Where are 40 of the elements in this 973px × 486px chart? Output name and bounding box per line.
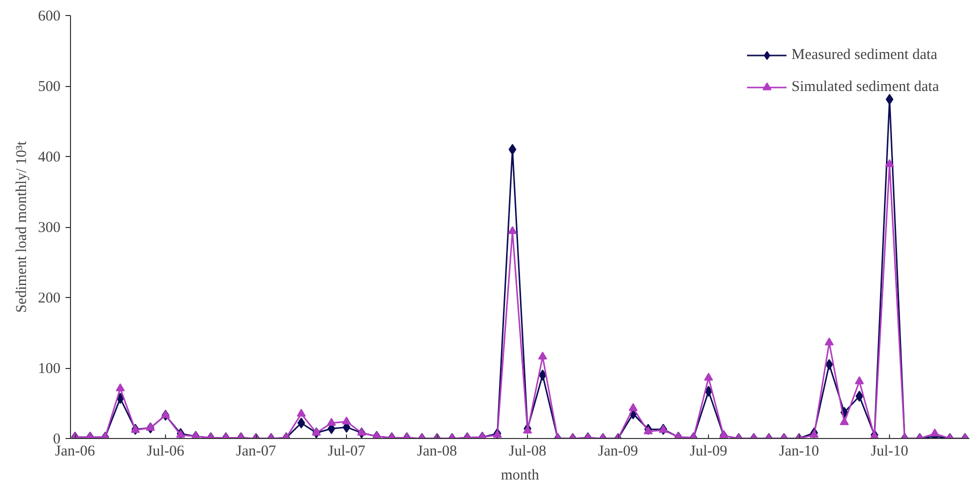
point	[704, 372, 714, 381]
point	[825, 358, 834, 370]
point	[538, 352, 548, 360]
point	[161, 410, 170, 418]
point	[824, 338, 834, 346]
y-tick-label: 600	[38, 8, 60, 24]
x-tick-label: Jan-09	[598, 444, 638, 460]
y-tick-label: 200	[38, 290, 60, 306]
x-tick-label: Jul-07	[328, 444, 366, 460]
point	[508, 226, 517, 234]
legend-label: Measured sediment data	[792, 46, 938, 64]
point	[146, 422, 155, 431]
x-tick-label: Jul-06	[146, 444, 185, 460]
y-axis-title: Sediment load monthly/ 10³t	[14, 140, 30, 313]
x-tick-label: Jul-08	[508, 444, 546, 460]
x-tick-label: Jan-10	[779, 444, 820, 460]
x-tick-label: Jul-10	[870, 444, 908, 460]
x-tick-label: Jan-07	[236, 444, 277, 460]
y-tick-label: 300	[38, 220, 60, 236]
y-tick-label: 400	[38, 150, 60, 166]
x-axis-title: month	[500, 468, 540, 484]
point	[854, 376, 864, 384]
point	[296, 408, 306, 417]
point	[312, 428, 321, 436]
point	[116, 383, 125, 392]
x-tick-label: Jul-09	[690, 444, 728, 460]
y-tick-label: 100	[38, 361, 60, 377]
point	[357, 428, 366, 436]
point	[342, 416, 352, 424]
legend-label: Simulated sediment data	[792, 78, 939, 96]
point	[810, 430, 819, 438]
x-tick-label: Jan-08	[417, 444, 458, 460]
point	[644, 426, 653, 434]
point	[840, 417, 849, 426]
point	[326, 418, 336, 426]
point	[628, 403, 638, 411]
x-tick-label: Jan-06	[55, 444, 96, 460]
y-tick-label: 500	[38, 79, 60, 95]
point	[930, 428, 940, 436]
point	[885, 159, 894, 168]
